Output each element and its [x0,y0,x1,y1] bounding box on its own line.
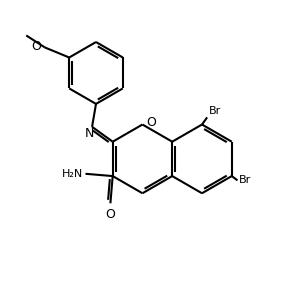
Text: O: O [105,208,115,221]
Text: H₂N: H₂N [62,169,83,179]
Text: N: N [85,127,94,140]
Text: O: O [32,39,41,53]
Text: O: O [146,116,156,129]
Text: Br: Br [239,175,251,185]
Text: Br: Br [209,106,221,116]
